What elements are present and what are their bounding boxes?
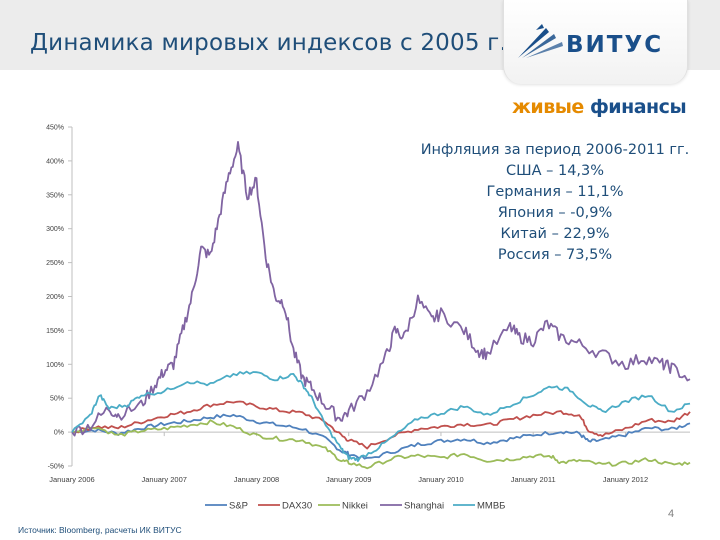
x-tick-label: January 2008 — [234, 475, 279, 484]
partner-logo: живые финансы — [512, 96, 687, 118]
source-note: Источник: Bloomberg, расчеты ИК ВИТУС — [18, 525, 182, 535]
legend-label: DAX30 — [282, 501, 312, 512]
legend-label: Shanghai — [404, 501, 444, 512]
legend-label: ММВБ — [477, 501, 505, 512]
series-line-nikkei — [71, 419, 691, 470]
company-logo: ВИТУС — [503, 0, 688, 84]
y-tick-label: 50% — [50, 396, 64, 403]
y-tick-label: 200% — [46, 294, 64, 301]
slide-title: Динамика мировых индексов с 2005 г. — [30, 30, 507, 56]
series-line-ммвб — [71, 370, 691, 462]
y-tick-label: 300% — [46, 226, 64, 233]
inflation-japan: Япония – -0,9% — [497, 205, 613, 221]
x-tick-label: January 2009 — [326, 475, 371, 484]
x-tick-label: January 2011 — [511, 475, 556, 484]
y-tick-label: 350% — [46, 192, 64, 199]
series-line-shanghai — [71, 141, 691, 437]
partner-logo-part1: живые — [512, 96, 584, 118]
page-number: 4 — [668, 508, 675, 520]
y-tick-label: 100% — [46, 362, 64, 369]
inflation-germany: Германия – 11,1% — [486, 184, 624, 200]
inflation-china: Китай – 22,9% — [500, 226, 610, 242]
x-tick-label: January 2006 — [49, 475, 94, 484]
partner-logo-part2: финансы — [589, 96, 687, 118]
legend-label: Nikkei — [342, 501, 368, 512]
y-tick-label: 250% — [46, 260, 64, 267]
inflation-box: Инфляция за период 2006-2011 гг. США – 1… — [405, 140, 705, 266]
y-tick-label: 450% — [46, 125, 64, 132]
inflation-russia: Россия – 73,5% — [497, 247, 613, 263]
x-tick-label: January 2007 — [142, 475, 187, 484]
y-tick-label: 400% — [46, 158, 64, 165]
y-tick-label: 150% — [46, 328, 64, 335]
inflation-header: Инфляция за период 2006-2011 гг. — [420, 142, 690, 158]
series-line-sp — [71, 413, 691, 460]
series-line-dax30 — [71, 400, 691, 450]
legend-label: S&P — [229, 501, 248, 512]
y-tick-label: -50% — [48, 464, 64, 471]
x-tick-label: January 2012 — [603, 475, 648, 484]
y-tick-label: 0% — [54, 430, 64, 437]
logo-swoosh-icon — [518, 24, 563, 58]
logo-text: ВИТУС — [566, 32, 664, 58]
x-tick-label: January 2010 — [418, 475, 463, 484]
inflation-usa: США – 14,3% — [505, 163, 605, 179]
